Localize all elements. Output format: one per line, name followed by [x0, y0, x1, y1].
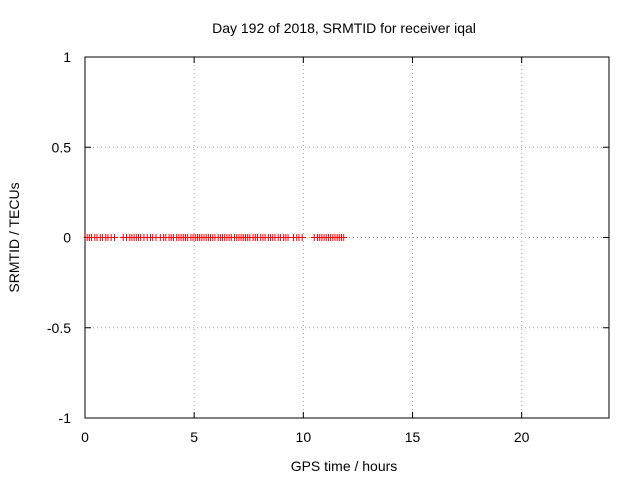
x-tick-label: 0: [81, 429, 89, 445]
chart-title: Day 192 of 2018, SRMTID for receiver iqa…: [212, 20, 476, 36]
x-axis-label: GPS time / hours: [291, 458, 398, 474]
y-axis-label: SRMTID / TECUs: [6, 182, 22, 292]
x-tick-label: 5: [190, 429, 198, 445]
data-point: [110, 234, 118, 241]
data-points: [83, 234, 348, 241]
x-tick-label: 10: [296, 429, 312, 445]
data-point: [340, 234, 348, 241]
x-tick-label: 15: [405, 429, 421, 445]
y-tick-label: 1: [63, 49, 71, 65]
y-tick-label: 0.5: [52, 139, 72, 155]
x-axis: 0 5 10 15 20: [81, 57, 530, 445]
plot-frame: [84, 56, 610, 419]
data-point: [298, 234, 306, 241]
y-tick-label: 0: [63, 230, 71, 246]
y-tick-label: -1: [59, 410, 72, 426]
y-tick-label: -0.5: [47, 320, 71, 336]
x-tick-label: 20: [514, 429, 530, 445]
